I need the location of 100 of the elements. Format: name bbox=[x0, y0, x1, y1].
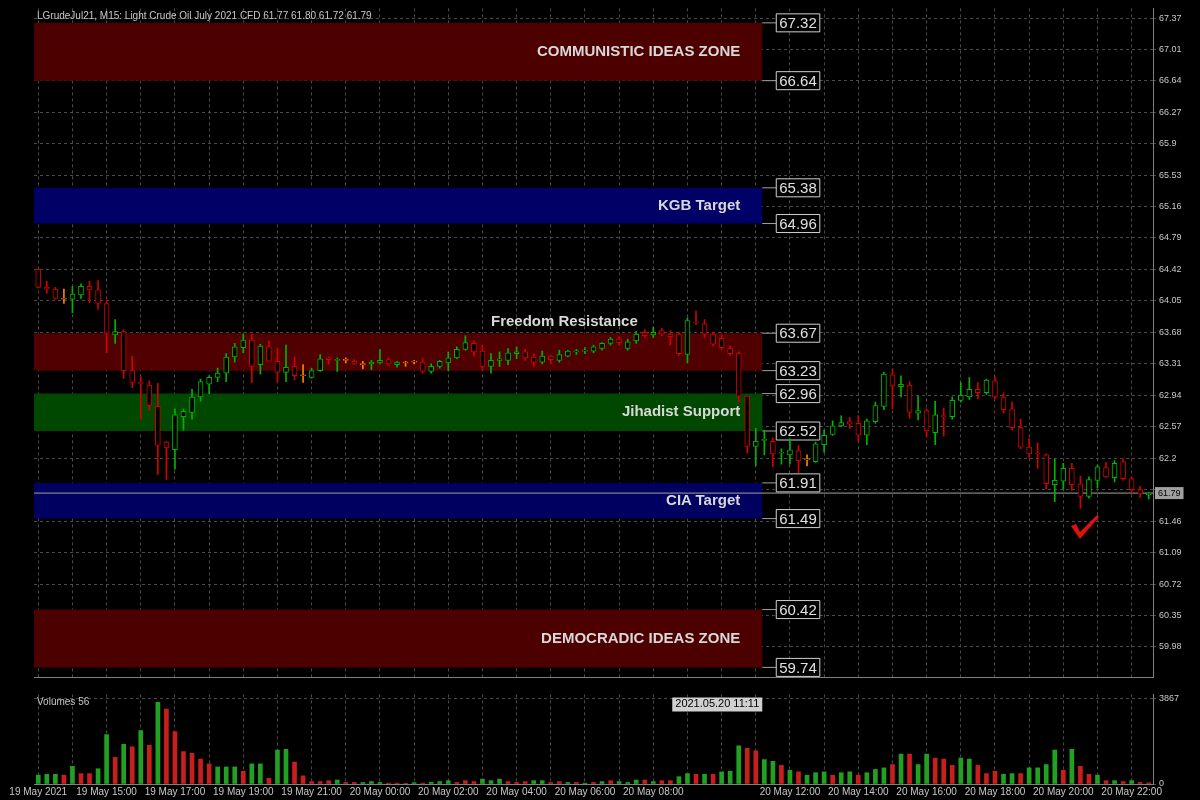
bar bbox=[924, 753, 929, 784]
bar bbox=[557, 781, 562, 784]
candlestick bbox=[898, 375, 904, 398]
bar bbox=[1103, 780, 1109, 784]
bar bbox=[1095, 774, 1100, 784]
bar bbox=[1078, 765, 1083, 784]
bar bbox=[539, 780, 545, 784]
bar bbox=[847, 771, 853, 784]
chart-title: Volumes 56 bbox=[37, 696, 90, 708]
y-tick-label: 65.9 bbox=[1159, 138, 1177, 149]
bar bbox=[249, 763, 255, 784]
bar bbox=[608, 780, 613, 784]
bar bbox=[531, 780, 537, 784]
y-tick-label: 60.72 bbox=[1159, 578, 1182, 589]
y-tick-label: 66.64 bbox=[1159, 75, 1182, 86]
bar bbox=[685, 773, 690, 784]
bar bbox=[488, 780, 494, 784]
bar bbox=[813, 772, 818, 784]
x-tick-label: 20 May 18:00 bbox=[964, 785, 1026, 797]
bar bbox=[1018, 773, 1023, 784]
bar bbox=[164, 708, 169, 784]
x-tick-label: 19 May 21:00 bbox=[281, 785, 343, 797]
x-tick-label: 20 May 04:00 bbox=[486, 785, 548, 797]
band-label: DEMOCRADIC IDEAS ZONE bbox=[541, 628, 741, 646]
y-tick-label: 3867 bbox=[1159, 692, 1180, 703]
bar bbox=[53, 773, 58, 784]
x-tick-label: 20 May 02:00 bbox=[417, 785, 480, 797]
y-tick-label: 62.2 bbox=[1159, 452, 1177, 463]
band-label: Freedom Resistance bbox=[491, 312, 638, 330]
annotation: 63.67 bbox=[779, 324, 817, 342]
bar bbox=[1112, 780, 1117, 784]
annotation: 63.23 bbox=[779, 361, 817, 379]
bar bbox=[873, 769, 878, 784]
y-tick-label: 67.01 bbox=[1159, 43, 1182, 54]
bar bbox=[796, 771, 801, 784]
x-tick-label: 20 May 00:00 bbox=[349, 785, 411, 797]
bar bbox=[300, 775, 306, 784]
bar bbox=[104, 734, 109, 784]
candlestick bbox=[975, 382, 981, 400]
bar bbox=[87, 773, 92, 784]
bar bbox=[907, 753, 912, 784]
y-tick-label: 64.79 bbox=[1159, 232, 1182, 243]
bar bbox=[70, 765, 75, 784]
bar bbox=[744, 748, 750, 784]
bar bbox=[1120, 781, 1126, 784]
candlestick bbox=[582, 347, 588, 354]
bar bbox=[471, 781, 477, 784]
annotation: 62.52 bbox=[779, 422, 817, 440]
x-tick-label: 19 May 2021 bbox=[9, 785, 68, 797]
y-tick-label: 59.98 bbox=[1159, 641, 1182, 652]
bar bbox=[984, 773, 989, 784]
bar bbox=[334, 779, 340, 784]
bar bbox=[967, 758, 972, 784]
bar bbox=[35, 774, 41, 784]
bar bbox=[505, 781, 511, 784]
candlestick bbox=[915, 395, 921, 421]
bar bbox=[642, 779, 648, 784]
bar bbox=[762, 759, 767, 784]
bar bbox=[326, 780, 332, 784]
annotation: 64.96 bbox=[779, 214, 817, 232]
bar bbox=[650, 781, 656, 784]
y-tick-label: 64.42 bbox=[1159, 263, 1182, 274]
candlestick bbox=[283, 344, 289, 383]
bar bbox=[1001, 773, 1006, 784]
annotation: 65.38 bbox=[779, 178, 817, 196]
bar bbox=[1060, 769, 1066, 784]
bar bbox=[317, 781, 323, 784]
bar bbox=[369, 781, 374, 784]
candlestick bbox=[377, 349, 383, 365]
bar bbox=[1043, 764, 1049, 784]
x-tick-label: 20 May 08:00 bbox=[622, 785, 685, 797]
bar bbox=[497, 778, 502, 784]
band-label: COMMUNISTIC IDEAS ZONE bbox=[536, 41, 741, 59]
bar bbox=[949, 765, 955, 784]
annotation: 61.91 bbox=[779, 474, 817, 492]
bar bbox=[779, 765, 784, 784]
candlestick bbox=[693, 310, 699, 326]
bar bbox=[445, 780, 451, 784]
bar bbox=[958, 757, 964, 784]
annotation: 62.96 bbox=[779, 384, 817, 402]
bar bbox=[240, 770, 246, 784]
bar bbox=[1052, 749, 1058, 784]
y-tick-label: 62.57 bbox=[1159, 421, 1182, 432]
candlestick bbox=[300, 364, 306, 383]
y-tick-label: 65.16 bbox=[1159, 201, 1182, 212]
annotation: 67.32 bbox=[779, 14, 817, 31]
bar bbox=[719, 771, 724, 784]
bar bbox=[138, 730, 144, 784]
annotation: 61.49 bbox=[779, 509, 817, 527]
band-label: KGB Target bbox=[658, 195, 741, 213]
bar bbox=[830, 774, 836, 784]
bar bbox=[1129, 780, 1134, 784]
bar bbox=[659, 780, 665, 784]
bar bbox=[838, 772, 844, 784]
annotation: 59.74 bbox=[779, 658, 817, 676]
x-tick-label: 20 May 12:00 bbox=[759, 785, 821, 797]
y-tick-label: 63.68 bbox=[1159, 326, 1182, 337]
bar bbox=[198, 758, 203, 784]
y-tick-label: 64.05 bbox=[1159, 295, 1182, 306]
y-tick-label: 61.46 bbox=[1159, 515, 1182, 526]
